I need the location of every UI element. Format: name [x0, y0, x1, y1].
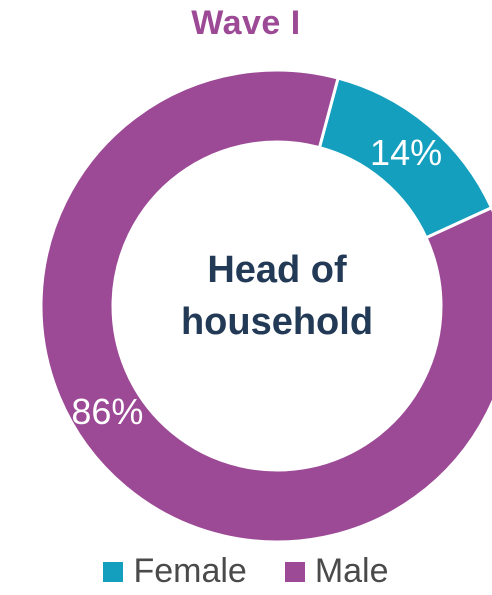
data-label-female: 14%: [370, 132, 442, 173]
data-label-male: 86%: [71, 391, 143, 432]
legend-item-male[interactable]: Male: [284, 552, 389, 591]
data-labels: 14% 86%: [71, 132, 442, 432]
slice-male[interactable]: [39, 68, 492, 544]
legend-swatch-female: [103, 561, 124, 582]
legend-label-male: Male: [314, 552, 389, 590]
center-label-line-2: household: [181, 301, 373, 343]
legend-item-female[interactable]: Female: [103, 552, 247, 591]
legend: Female Male: [0, 552, 492, 591]
center-label-line-1: Head of: [207, 249, 347, 291]
legend-swatch-male: [284, 561, 305, 582]
donut-chart: 14% 86% Head of household: [39, 68, 492, 544]
chart-title: Wave I: [191, 4, 301, 42]
legend-label-female: Female: [133, 552, 247, 590]
